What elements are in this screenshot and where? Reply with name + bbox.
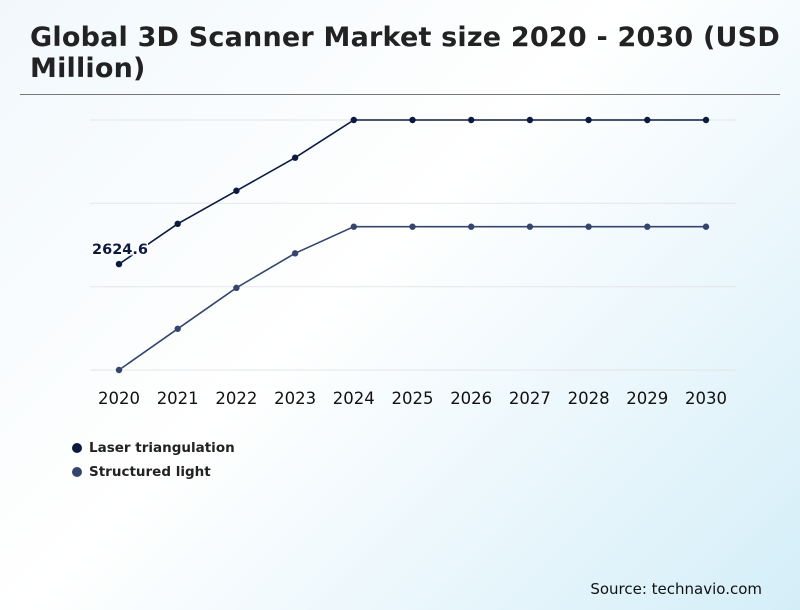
data-point: [526, 116, 534, 124]
x-tick-label: 2028: [568, 389, 610, 408]
data-point: [468, 223, 475, 230]
x-tick-label: 2022: [215, 389, 257, 408]
legend-label: Laser triangulation: [89, 440, 235, 456]
data-point: [409, 116, 416, 124]
data-point: [526, 223, 534, 230]
data-point: [350, 223, 357, 230]
legend: Laser triangulation Structured light: [72, 436, 235, 484]
legend-item-laser-triangulation: Laser triangulation: [72, 436, 235, 460]
data-point: [644, 223, 651, 230]
x-tick-label: 2029: [626, 389, 668, 408]
data-labels: 2624.6: [91, 241, 150, 260]
data-point: [233, 284, 240, 292]
data-point: [409, 223, 416, 230]
legend-item-structured-light: Structured light: [72, 460, 235, 484]
x-tick-label: 2026: [450, 389, 492, 408]
data-point: [174, 325, 181, 332]
data-label: 2624.6: [92, 242, 148, 258]
data-point: [702, 116, 710, 124]
data-point: [291, 154, 299, 161]
series-lines: [118, 119, 706, 371]
x-tick-label: 2027: [509, 389, 551, 408]
data-point: [291, 250, 299, 257]
chart-title: Global 3D Scanner Market size 2020 - 203…: [30, 22, 780, 84]
data-point: [585, 223, 592, 230]
legend-label: Structured light: [89, 464, 211, 480]
gridlines: [90, 119, 736, 371]
data-point: [702, 223, 710, 230]
data-point: [350, 116, 357, 124]
x-tick-label: 2024: [333, 389, 375, 408]
line-chart: 2624.6 2020 2021 2022 2023 2024 2025 2026 2027 2…: [90, 116, 736, 408]
x-axis-ticks: 2020 2021 2022 2023 2024 2025 2026 2027 2028 2029…: [98, 389, 727, 408]
legend-marker-icon: [72, 467, 82, 477]
x-tick-label: 2021: [157, 389, 199, 408]
source-note: Source: technavio.com: [590, 580, 762, 598]
legend-marker-icon: [72, 443, 82, 453]
x-tick-label: 2030: [685, 389, 727, 408]
data-point: [468, 116, 475, 124]
data-points: [115, 116, 710, 374]
series-line: [118, 119, 706, 265]
data-point: [115, 366, 123, 374]
data-point: [585, 116, 592, 124]
data-point: [174, 220, 181, 228]
x-tick-label: 2020: [98, 389, 140, 408]
title-divider: [20, 94, 780, 95]
series-line: [118, 225, 706, 371]
x-tick-label: 2025: [392, 389, 434, 408]
x-tick-label: 2023: [274, 389, 316, 408]
data-point: [644, 116, 651, 124]
data-point: [233, 187, 240, 194]
data-point: [115, 260, 123, 268]
